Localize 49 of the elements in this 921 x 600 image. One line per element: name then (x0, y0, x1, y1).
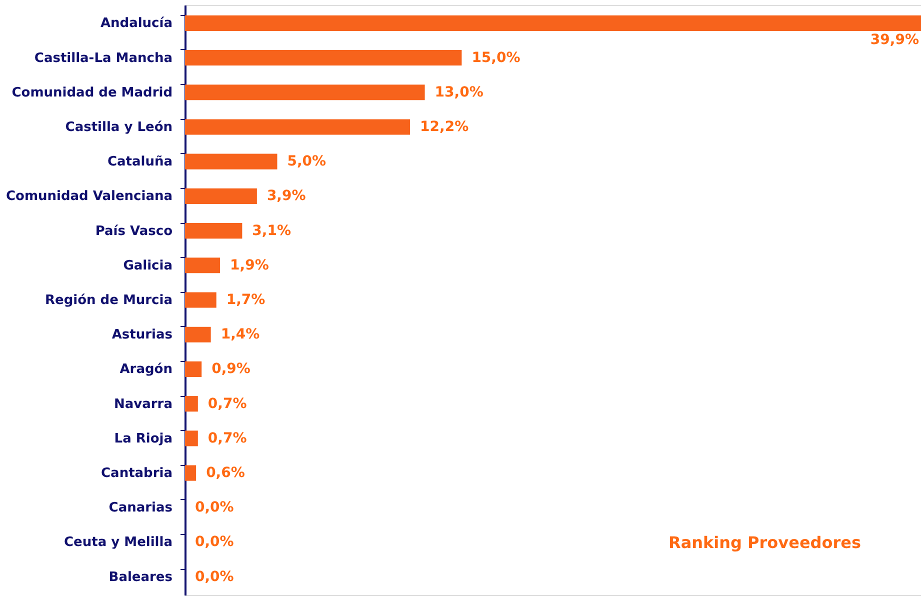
y-tick-label: Aragón (120, 362, 172, 378)
y-tick-label: Región de Murcia (45, 293, 172, 308)
bar (185, 396, 198, 412)
bar (185, 188, 257, 204)
data-label: 39,9% (870, 32, 919, 48)
data-label: 1,9% (230, 257, 269, 274)
y-tick-label: Galicia (123, 258, 172, 274)
y-tick-label: Andalucía (100, 16, 172, 32)
data-label: 0,6% (206, 465, 245, 482)
bar (185, 223, 242, 239)
bar (185, 154, 278, 170)
bar (185, 361, 202, 377)
y-tick-label: Castilla y León (65, 120, 172, 135)
y-tick-label: Canarias (108, 500, 173, 516)
data-label: 0,0% (195, 534, 234, 550)
data-label: 0,9% (212, 361, 250, 378)
data-label: 1,4% (220, 326, 260, 343)
data-label: 0,7% (208, 396, 247, 412)
data-label: 0,0% (195, 568, 234, 585)
y-tick-label: Comunidad Valenciana (6, 189, 172, 204)
y-tick-label: Navarra (114, 396, 172, 412)
bar (185, 119, 410, 135)
bar (185, 465, 196, 481)
data-label: 15,0% (472, 50, 520, 66)
y-tick-label: Baleares (108, 570, 173, 585)
data-label: 12,2% (420, 118, 469, 135)
data-label: 13,0% (434, 84, 484, 100)
data-label: 3,9% (266, 188, 306, 204)
bar (185, 84, 425, 100)
data-label: 1,7% (226, 292, 266, 308)
data-label: 3,1% (252, 222, 292, 239)
text: Ranking Proveedores (668, 533, 861, 552)
y-tick-label: La Rioja (114, 431, 172, 446)
y-tick-label: Cantabria (101, 466, 172, 482)
y-tick-label: Cataluña (107, 154, 172, 170)
y-tick-label: Comunidad de Madrid (12, 85, 172, 100)
bar (185, 326, 211, 342)
y-tick-label: Ceuta y Melilla (64, 535, 172, 550)
bar (185, 292, 216, 308)
data-label: 0,0% (195, 500, 234, 516)
y-tick-label: País Vasco (95, 224, 173, 239)
data-label: 0,7% (208, 430, 247, 446)
bar (185, 258, 220, 274)
bar (185, 15, 921, 31)
y-tick-label: Castilla-La Mancha (34, 50, 172, 66)
data-label: 5,0% (287, 154, 326, 170)
bar (185, 430, 198, 446)
bar (185, 50, 462, 66)
y-tick-label: Asturias (112, 328, 173, 343)
